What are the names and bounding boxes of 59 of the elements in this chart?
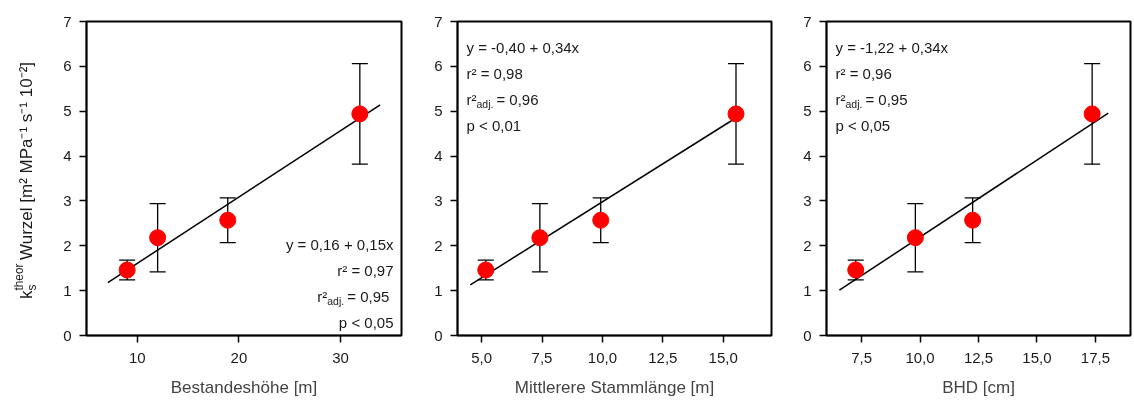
x-axis-title: BHD [cm]	[942, 377, 1015, 397]
y-tick-label: 7	[63, 12, 72, 30]
y-tick-label: 3	[63, 191, 72, 209]
x-tick-label: 10,0	[905, 348, 935, 366]
y-tick-label: 4	[803, 147, 812, 165]
x-tick-label: 10	[128, 348, 146, 366]
y-tick-label: 2	[434, 236, 443, 254]
point	[351, 105, 369, 123]
x-tick-label: 12,5	[648, 348, 678, 366]
annotation: y = -1,22 + 0,34x	[835, 39, 949, 56]
point	[964, 211, 982, 229]
y-tick-label: 0	[803, 326, 812, 344]
x-tick-label: 30	[332, 348, 349, 366]
y-tick-label: 1	[434, 281, 443, 299]
y-tick-label: 6	[434, 57, 443, 75]
y-tick-label: 4	[63, 147, 72, 165]
y-tick-label: 1	[803, 281, 812, 299]
y-tick-label: 5	[63, 102, 72, 120]
x-tick-label: 5,0	[471, 348, 493, 366]
y-tick-label: 6	[803, 57, 812, 75]
x-tick-label: 15,0	[708, 348, 738, 366]
point	[727, 105, 745, 123]
annotation: p < 0,05	[835, 117, 891, 134]
point	[906, 229, 924, 247]
x-tick-label: 20	[230, 348, 248, 366]
y-tick-label: 5	[434, 102, 443, 120]
y-tick-label: 6	[63, 57, 72, 75]
annotation: p < 0,01	[466, 117, 522, 134]
annotation: r² = 0,96	[835, 65, 892, 82]
point	[1083, 105, 1101, 123]
y-axis-title: kstheor Wurzel [m² MPa⁻¹ s⁻¹ 10⁻²]	[11, 61, 39, 300]
x-axis-title: Bestandeshöhe [m]	[170, 377, 318, 397]
x-tick-label: 7,5	[531, 348, 553, 366]
x-tick-label: 15,0	[1022, 348, 1052, 366]
x-tick-label: 12,5	[963, 348, 994, 366]
y-tick-label: 0	[63, 326, 72, 344]
annotation: y = -0,40 + 0,34x	[466, 39, 580, 56]
annotation: p < 0,05	[338, 314, 394, 331]
point	[149, 229, 167, 247]
x-tick-label: 7,5	[851, 348, 873, 366]
annotation: r² = 0,98	[466, 65, 523, 82]
y-tick-label: 5	[803, 102, 812, 120]
y-tick-label: 3	[434, 191, 443, 209]
point	[219, 211, 237, 229]
y-tick-label: 2	[803, 236, 812, 254]
annotation: y = 0,16 + 0,15x	[285, 236, 394, 253]
annotation: r² = 0,97	[337, 262, 394, 279]
x-tick-label: 10,0	[587, 348, 618, 366]
point	[592, 211, 610, 229]
y-tick-label: 7	[803, 12, 812, 30]
y-tick-label: 1	[63, 281, 72, 299]
y-tick-label: 3	[803, 191, 812, 209]
y-tick-label: 0	[434, 326, 443, 344]
x-axis-title: Mittlerere Stammlänge [m]	[514, 377, 715, 397]
y-tick-label: 2	[63, 236, 72, 254]
y-tick-label: 4	[434, 147, 443, 165]
y-tick-label: 7	[434, 12, 443, 30]
x-tick-label: 17,5	[1080, 348, 1111, 366]
point	[531, 229, 549, 247]
